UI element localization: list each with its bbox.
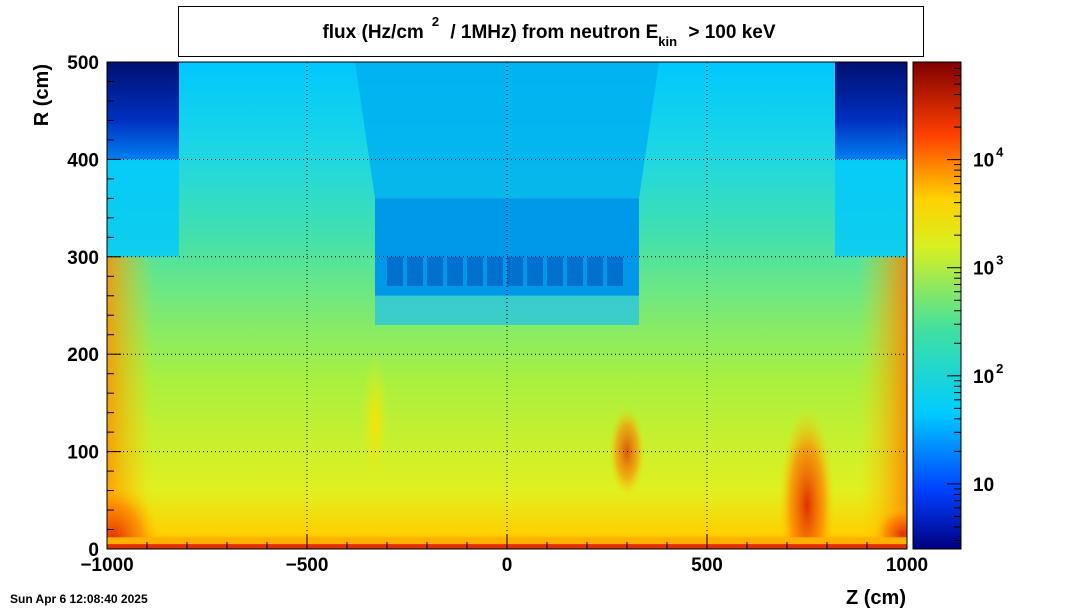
- heatmap-core-cell: [527, 256, 543, 287]
- y-tick-label: 400: [67, 150, 99, 171]
- heatmap-core-cell: [447, 256, 463, 287]
- heatmap-field: [107, 62, 907, 549]
- heatmap-core-cell: [407, 256, 423, 287]
- heatmap-core-cell: [507, 256, 523, 287]
- heatmap-region-hotspot-left: [361, 352, 389, 493]
- heatmap-region-outer-shell-left: [107, 62, 179, 160]
- y-tick-label: 200: [67, 345, 99, 366]
- heatmap-core-cell: [387, 256, 403, 287]
- colorbar-tick-label: 10 4: [973, 145, 1004, 172]
- heatmap-core-cell: [547, 256, 563, 287]
- x-tick-label: −1000: [80, 555, 133, 576]
- heatmap-side-glow-right: [859, 256, 907, 549]
- y-tick-label: 0: [88, 540, 99, 561]
- colorbar-gradient: [912, 61, 962, 550]
- y-tick-label: 300: [67, 248, 99, 269]
- axis-ticks: −1000 −500 0 500 1000 0 100 200 300 400 500: [67, 53, 928, 576]
- heatmap-region-forward-right: [779, 407, 835, 549]
- heatmap-core-cell: [587, 256, 603, 287]
- x-tick-label: 0: [502, 555, 513, 576]
- colorbar-tick-label: 10: [973, 475, 994, 496]
- chart-title: flux (Hz/cm2 / 1MHz) from neutron Ekin >…: [322, 14, 775, 49]
- grid: [107, 62, 907, 549]
- heatmap-core-cell: [487, 256, 503, 287]
- x-tick-label: −500: [286, 555, 329, 576]
- heatmap-region-outer-shell-left-fringe: [107, 159, 179, 257]
- x-tick-label: 500: [691, 555, 723, 576]
- timestamp: Sun Apr 6 12:08:40 2025: [10, 592, 148, 606]
- x-tick-label: 1000: [886, 555, 928, 576]
- y-tick-label: 100: [67, 443, 99, 464]
- x-axis-label: Z (cm): [846, 587, 906, 609]
- y-tick-label: 500: [67, 53, 99, 74]
- heatmap-core-cell: [427, 256, 443, 287]
- title-box: [178, 6, 924, 57]
- colorbar-tick-label: 10 2: [973, 361, 1003, 388]
- heatmap-core-cell: [567, 256, 583, 287]
- heatmap-core-cell: [467, 256, 483, 287]
- y-axis-label: R (cm): [31, 64, 53, 126]
- heatmap-region-forward-left: [107, 480, 161, 549]
- heatmap-core-cell: [607, 256, 623, 287]
- heatmap-region-outer-shell-right: [835, 62, 907, 160]
- colorbar-tick-label: 10 3: [973, 253, 1003, 280]
- heatmap-region-outer-shell-right-fringe: [835, 159, 907, 257]
